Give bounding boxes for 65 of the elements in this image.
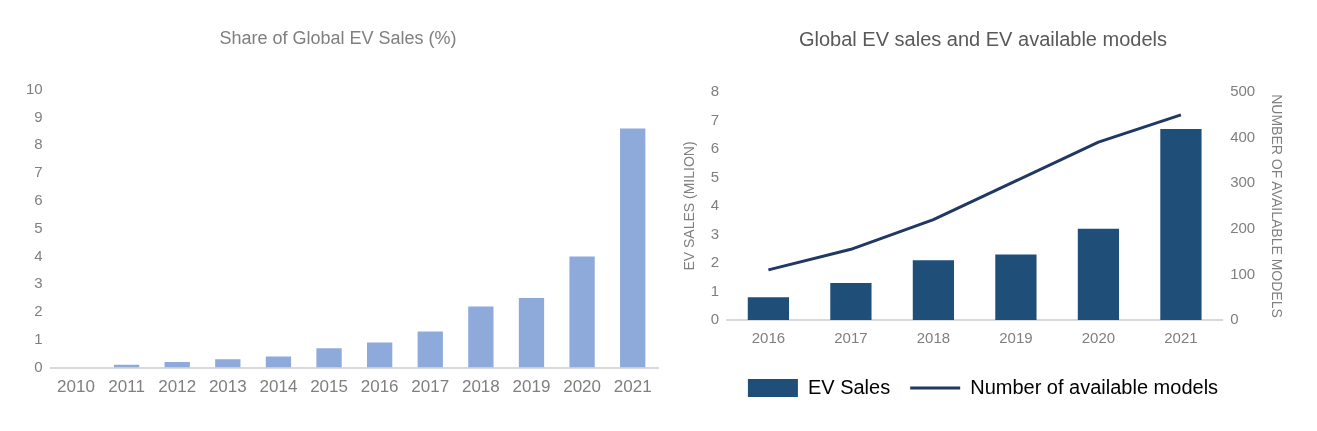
legend-label: Number of available models	[970, 375, 1219, 398]
bar	[620, 128, 646, 368]
x-tick-label: 2020	[1081, 329, 1116, 347]
bar	[1077, 228, 1120, 320]
y-tick-label: 9	[34, 107, 43, 125]
bar	[569, 256, 595, 368]
y-tick-label: 4	[710, 196, 720, 214]
bar	[1160, 129, 1202, 320]
x-tick-label: 2019	[512, 377, 551, 397]
x-tick-label: 2015	[310, 377, 348, 397]
bar	[830, 282, 872, 320]
y-tick-label: 5	[34, 218, 43, 236]
x-tick-label: 2017	[834, 329, 868, 347]
x-tick-label: 2013	[208, 377, 247, 397]
chart-title: Global EV sales and EV available models	[799, 27, 1167, 50]
y-tick-label: 4	[34, 246, 43, 264]
y-tick-label: 1	[34, 329, 43, 347]
y-tick-label: 2	[710, 253, 720, 271]
bar	[518, 298, 545, 368]
legend-label: EV Sales	[807, 375, 891, 398]
y-tick-label: 6	[710, 139, 720, 157]
y-tick-label: 8	[710, 82, 720, 100]
x-tick-label: 2017	[411, 377, 450, 397]
bar	[367, 342, 393, 368]
y2-tick-label: 100	[1230, 264, 1256, 282]
x-tick-label: 2011	[108, 377, 145, 397]
x-tick-label: 2018	[916, 329, 951, 347]
x-tick-label: 2021	[1164, 329, 1198, 347]
y2-tick-label: 200	[1230, 218, 1256, 236]
bar	[912, 260, 955, 320]
bar	[417, 331, 443, 368]
x-tick-label: 2014	[259, 377, 298, 397]
y-tick-label: 5	[710, 167, 720, 185]
chart-title: Share of Global EV Sales (%)	[219, 27, 457, 48]
bar	[747, 297, 790, 320]
y2-tick-label: 500	[1230, 82, 1256, 100]
y-tick-label: 1	[710, 281, 720, 299]
x-tick-label: 2021	[613, 377, 652, 397]
bar	[995, 254, 1037, 320]
y-tick-label: 0	[710, 310, 720, 328]
y-tick-label: 2	[34, 302, 43, 320]
y-tick-label: 7	[710, 110, 720, 128]
bar	[265, 356, 292, 368]
y-tick-label: 3	[710, 224, 720, 242]
y2-tick-label: 0	[1230, 310, 1239, 328]
bar	[316, 348, 342, 368]
y-axis-title: EV SALES (MILION)	[681, 141, 698, 271]
x-tick-label: 2020	[563, 377, 601, 397]
x-tick-label: 2018	[461, 377, 500, 397]
y-tick-label: 6	[34, 190, 43, 208]
bar	[215, 359, 241, 368]
y-tick-label: 7	[34, 163, 43, 181]
y-tick-label: 3	[34, 274, 43, 292]
y2-axis-title: NUMBER OF AVAILABLE MODELS	[1268, 94, 1285, 318]
y-tick-label: 10	[26, 79, 43, 97]
y2-tick-label: 400	[1230, 127, 1256, 145]
x-tick-label: 2016	[360, 377, 399, 397]
y2-tick-label: 300	[1230, 173, 1256, 191]
x-tick-label: 2012	[158, 377, 197, 397]
x-tick-label: 2019	[999, 329, 1033, 347]
x-tick-label: 2016	[751, 329, 786, 347]
y-tick-label: 8	[34, 135, 43, 153]
bar	[468, 306, 494, 368]
y-tick-label: 0	[34, 357, 43, 375]
x-tick-label: 2010	[57, 377, 95, 397]
